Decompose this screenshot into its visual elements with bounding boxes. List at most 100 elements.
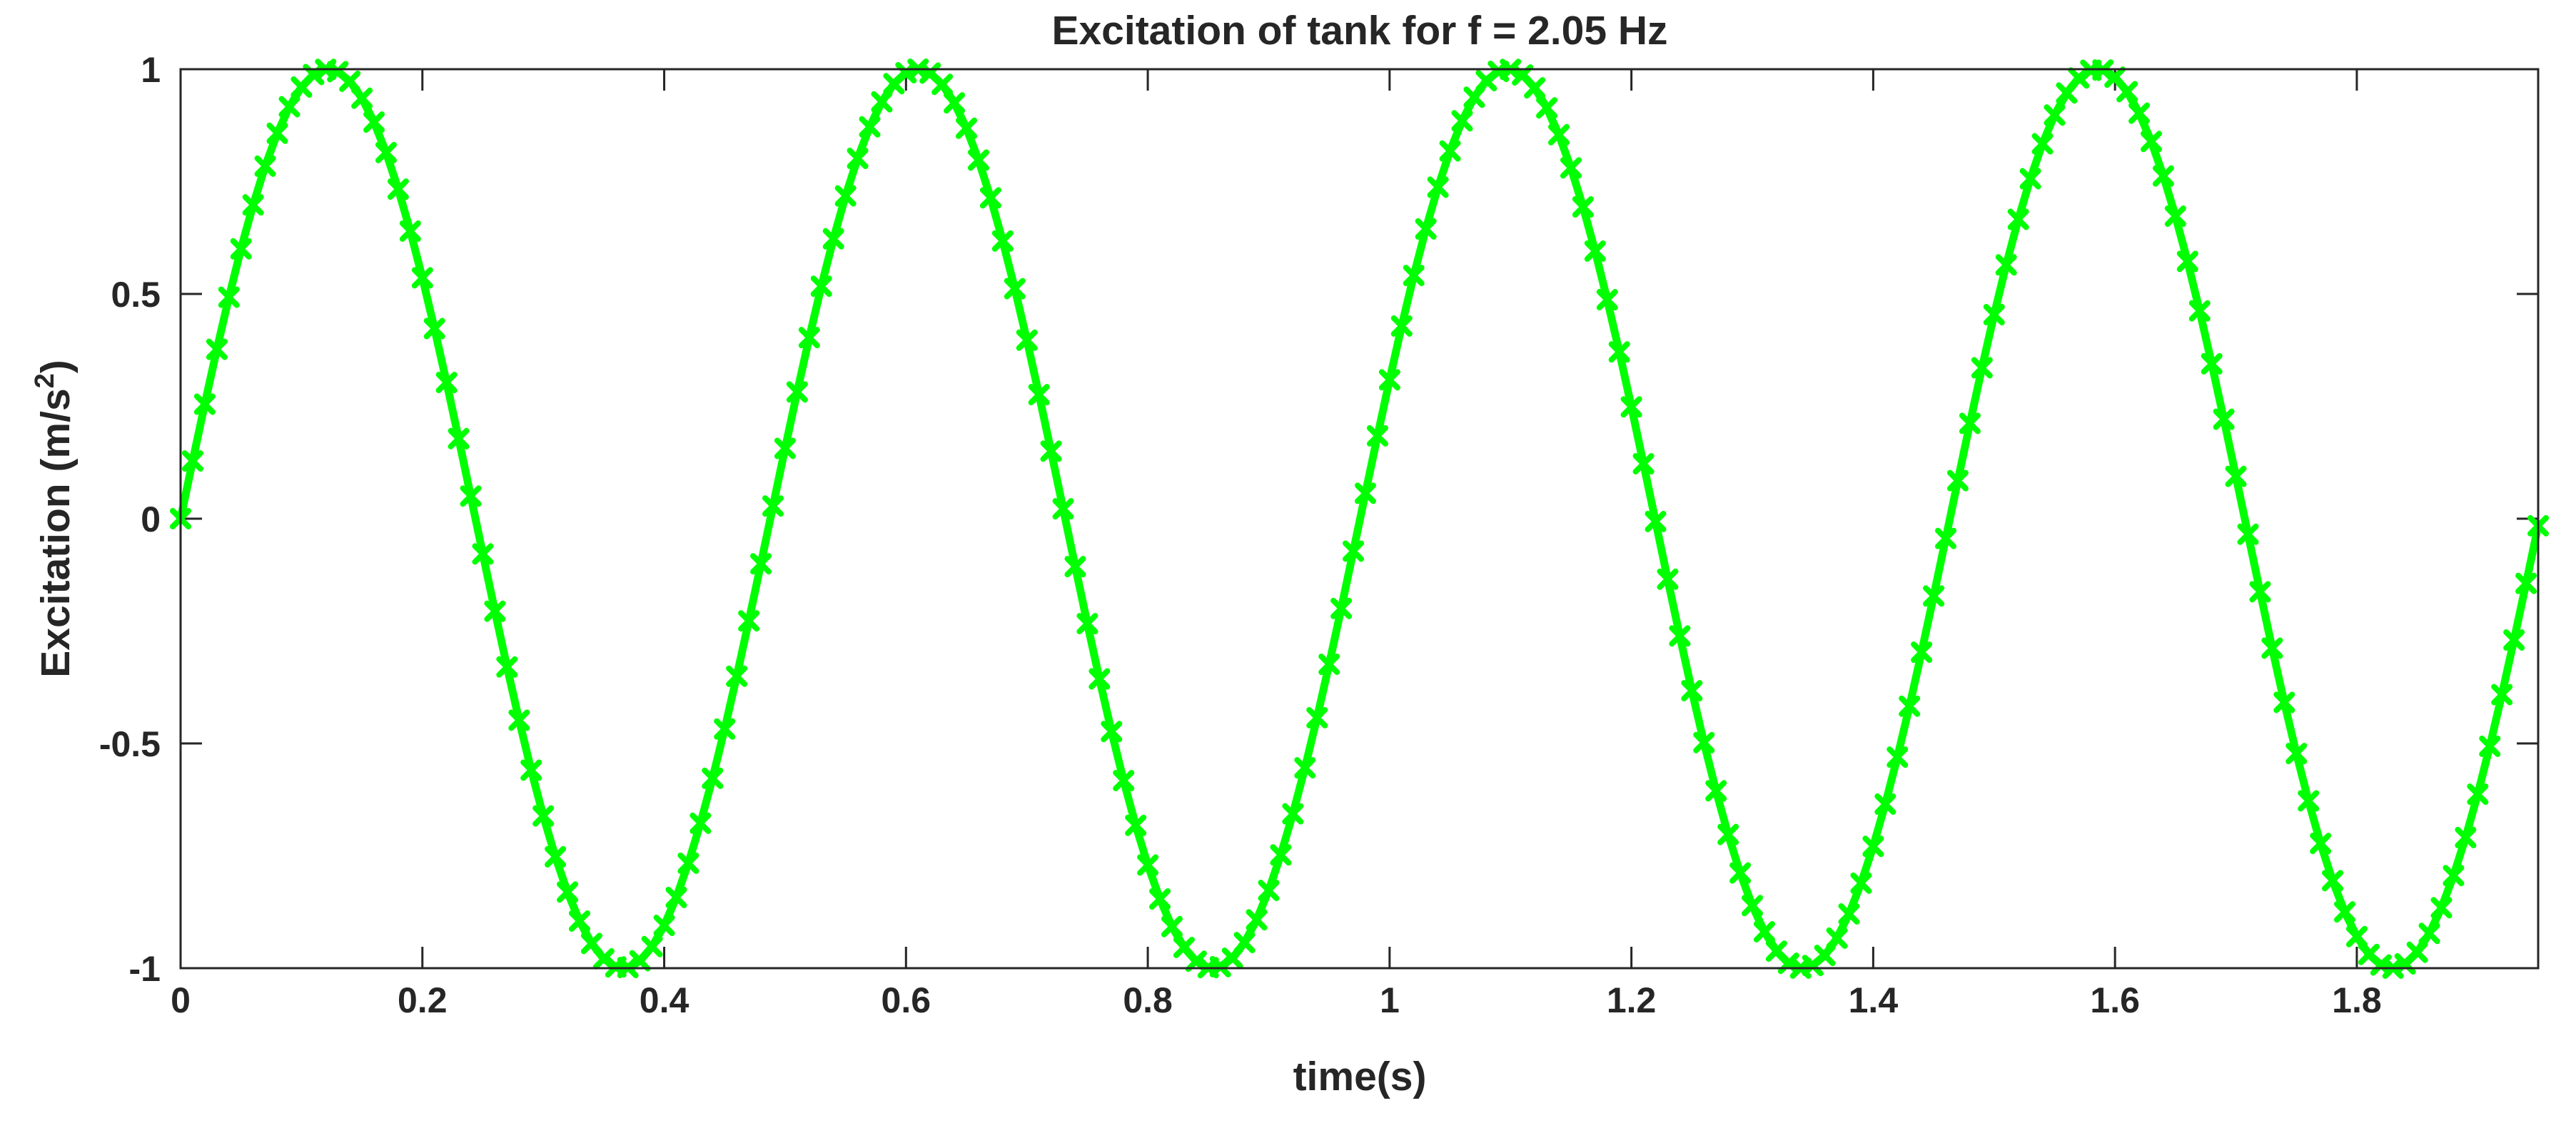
data-point-marker: [798, 327, 820, 349]
data-point-marker: [2176, 250, 2198, 273]
x-tick-label: 0.4: [640, 980, 690, 1020]
data-point-marker: [2503, 629, 2525, 651]
data-point-marker: [1004, 278, 1026, 300]
data-point-marker: [2007, 208, 2029, 230]
data-point-marker: [2491, 684, 2513, 706]
data-point-marker: [726, 665, 748, 687]
y-tick-label: 0: [141, 499, 161, 539]
data-point-marker: [2140, 131, 2162, 153]
data-point-marker: [363, 111, 385, 133]
data-point-marker: [1427, 176, 1449, 198]
data-point-marker: [1753, 920, 1775, 942]
y-axis-label-superscript: 2: [30, 373, 60, 388]
x-tick-label: 0.6: [882, 980, 931, 1020]
data-point-marker: [2044, 104, 2066, 126]
data-point-marker: [1874, 793, 1896, 815]
data-point-marker: [1294, 757, 1316, 779]
x-tick-label: 1.4: [1849, 980, 1899, 1020]
data-point-marker: [979, 187, 1001, 209]
data-point-marker: [834, 185, 857, 207]
data-point-marker: [2273, 691, 2295, 713]
data-point-marker: [1826, 927, 1848, 949]
data-point-marker: [1572, 195, 1594, 218]
data-point-marker: [1862, 835, 1884, 858]
data-point-marker: [2345, 925, 2368, 947]
data-point-marker: [2298, 790, 2320, 812]
data-point-marker: [557, 881, 579, 903]
data-point-marker: [1596, 289, 1618, 311]
data-point-marker: [1076, 613, 1098, 635]
data-point-marker: [2467, 783, 2489, 806]
data-point-marker: [2479, 735, 2501, 757]
y-axis-ticks: -1 -0.5 0 0.5 1: [99, 50, 2538, 989]
data-point-marker: [375, 141, 397, 163]
data-point-marker: [677, 852, 699, 874]
x-axis-label: time(s): [1293, 1054, 1427, 1099]
data-point-marker: [2019, 168, 2041, 190]
data-point-marker: [690, 812, 712, 834]
data-point-marker: [193, 393, 216, 415]
x-axis-ticks: 0 0.2 0.4 0.6 0.8 1 1.2 1.4 1.6 1.8: [171, 69, 2382, 1020]
data-point-marker: [1669, 625, 1691, 647]
data-point-marker: [1089, 668, 1111, 690]
x-tick-label: 0.2: [398, 980, 448, 1020]
data-point-marker: [1354, 482, 1376, 504]
data-point-marker: [1584, 240, 1606, 262]
data-point-marker: [1923, 585, 1945, 607]
data-point-marker: [931, 73, 954, 96]
data-point-marker: [1971, 357, 1993, 379]
data-point-marker: [1270, 844, 1292, 866]
data-point-marker: [545, 845, 567, 868]
data-point-marker: [532, 805, 555, 827]
x-tick-label: 1.2: [1607, 980, 1657, 1020]
data-point-marker: [1463, 86, 1485, 108]
plot-area-frame: [179, 68, 2540, 970]
data-point-marker: [2430, 897, 2453, 919]
data-point-marker: [774, 437, 796, 459]
data-point-marker: [520, 759, 542, 781]
data-point-marker: [1415, 218, 1437, 240]
data-point-marker: [1536, 97, 1558, 119]
data-point-marker: [1149, 888, 1171, 910]
data-point-marker: [230, 238, 252, 260]
data-point-marker: [399, 220, 421, 242]
x-tick-label: 0.8: [1123, 980, 1173, 1020]
data-point-marker: [641, 935, 663, 957]
y-axis-label-main: Excitation (m/s: [33, 388, 79, 677]
data-point-marker: [206, 338, 228, 360]
data-point-marker: [1378, 369, 1400, 391]
data-point-marker: [2443, 865, 2465, 887]
data-point-marker: [1403, 265, 1425, 287]
data-point-marker: [1959, 412, 1981, 435]
data-point-marker: [847, 148, 869, 170]
data-point-marker: [786, 381, 808, 403]
y-tick-label: 0.5: [111, 275, 161, 315]
data-point-marker: [1306, 706, 1328, 728]
data-point-marker: [2213, 408, 2235, 430]
data-point-marker: [1995, 254, 2017, 276]
data-point-marker: [1717, 823, 1739, 845]
data-point-marker: [2261, 637, 2283, 659]
data-point-marker: [2152, 165, 2174, 187]
data-point-marker: [1729, 862, 1752, 884]
data-point-marker: [738, 610, 760, 632]
y-tick-label: -1: [129, 949, 161, 989]
data-point-marker: [2418, 923, 2440, 945]
data-point-marker: [2068, 67, 2090, 89]
data-point-marker: [1935, 527, 1957, 549]
data-point-marker: [1693, 731, 1715, 753]
data-point-marker: [508, 709, 530, 731]
y-tick-label: 1: [141, 50, 161, 90]
data-point-marker: [1343, 540, 1365, 562]
data-point-marker: [218, 286, 240, 308]
y-axis-label-close: ): [33, 360, 79, 373]
data-point-marker: [411, 267, 433, 289]
data-point-marker: [2188, 300, 2211, 322]
data-point-marker: [2237, 523, 2259, 545]
data-point-marker: [423, 317, 445, 340]
data-point-marker: [1161, 915, 1183, 937]
data-point-marker: [956, 117, 977, 139]
data-point-marker: [1645, 510, 1667, 532]
series-line: [176, 65, 2542, 972]
data-point-marker: [1547, 123, 1570, 146]
